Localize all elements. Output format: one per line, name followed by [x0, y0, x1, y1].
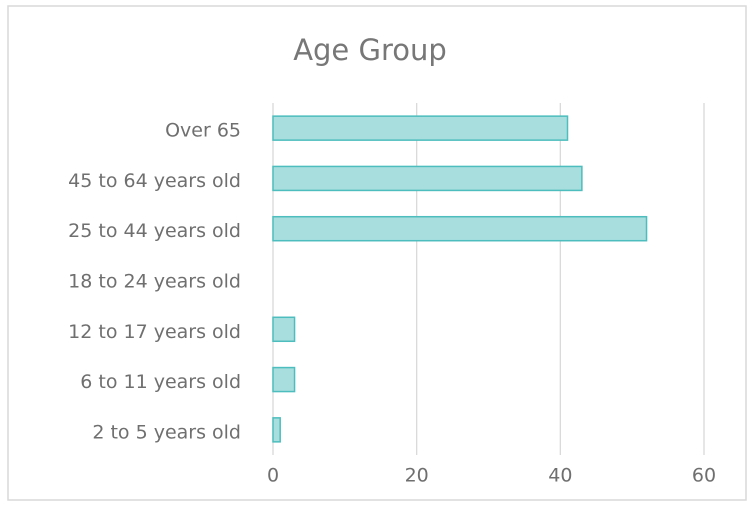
y-tick-label: 6 to 11 years old [80, 371, 241, 393]
bar [272, 366, 296, 393]
bar [272, 165, 583, 192]
bar [272, 215, 648, 242]
x-tick-label: 0 [267, 465, 279, 487]
bar [272, 316, 296, 343]
x-tick-label: 20 [405, 465, 429, 487]
x-tick-label: 40 [548, 465, 572, 487]
y-tick-label: 12 to 17 years old [68, 321, 241, 343]
y-tick-label: 18 to 24 years old [68, 271, 241, 293]
y-tick-label: 25 to 44 years old [68, 220, 241, 242]
chart-border [7, 5, 747, 501]
bar [272, 417, 281, 443]
chart-title: Age Group [293, 33, 447, 67]
y-tick-label: Over 65 [165, 120, 241, 142]
y-tick-label: 45 to 64 years old [68, 170, 241, 192]
x-tick-label: 60 [692, 465, 716, 487]
y-tick-label: 2 to 5 years old [92, 421, 241, 443]
bar [272, 115, 569, 141]
